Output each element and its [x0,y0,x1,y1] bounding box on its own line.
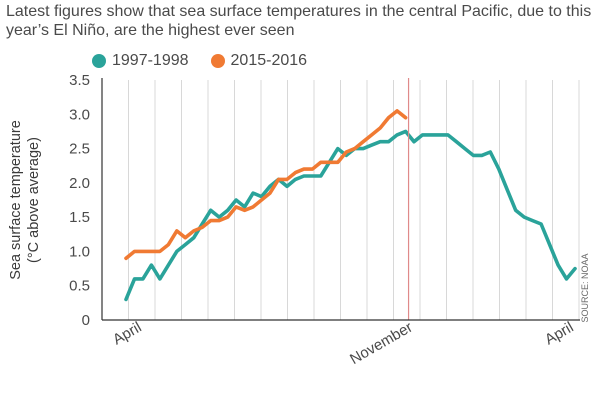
y-axis-title-line-2: (°C above average) [26,137,42,263]
y-tick-label: 3.0 [69,106,90,123]
legend-swatch-1997 [92,54,106,68]
y-tick-label: 2.5 [69,141,90,158]
series-line-2015-2016 [124,109,408,261]
legend-label-1997: 1997-1998 [112,52,189,69]
y-tick-label: 0.5 [69,278,90,295]
x-tick-label: April [110,319,144,349]
y-tick-label: 2.0 [69,175,90,192]
series-lines [124,109,577,302]
series-line-1997-1998 [124,129,577,302]
x-tick-labels: April November April [110,319,577,368]
axes [101,78,580,321]
source-note: SOURCE: NOAA [580,253,590,322]
y-tick-label: 0 [82,312,90,329]
y-axis-title-line-1: Sea surface temperature [8,120,24,280]
legend-swatch-2015 [210,54,225,68]
y-tick-label: 1.0 [69,243,90,260]
y-tick-label: 3.5 [69,72,90,89]
x-tick-label: November [347,319,415,368]
y-tick-labels: 0 0.5 1.0 1.5 2.0 2.5 3.0 3.5 [69,72,90,329]
y-tick-label: 1.5 [69,209,90,226]
chart-title: Latest figures show that sea surface tem… [6,3,592,39]
x-tick-label: April [542,319,576,349]
legend-item-1997: 1997-1998 [92,52,189,70]
legend-label-2015: 2015-2016 [230,52,308,69]
grid [101,80,580,320]
legend-item-2015: 2015-2016 [210,52,308,70]
legend: 1997-1998 2015-2016 [92,52,307,70]
